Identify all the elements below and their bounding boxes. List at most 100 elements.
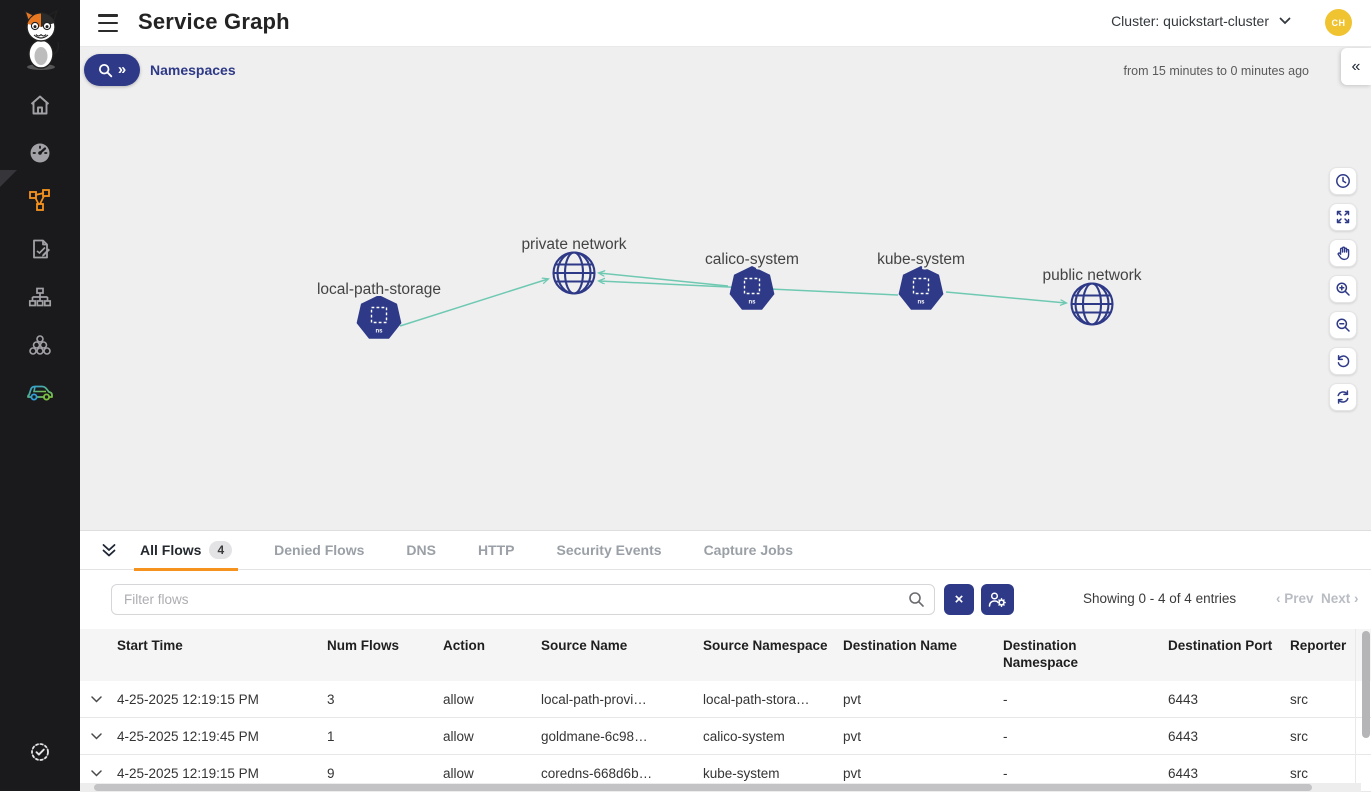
breadcrumb[interactable]: Namespaces (150, 62, 236, 78)
edge-calico-system-to-private-network[interactable] (599, 273, 729, 287)
graph-search-button[interactable]: » (84, 54, 140, 86)
chevron-double-down-icon (102, 543, 116, 556)
column-header-destination-port[interactable]: Destination Port (1168, 638, 1273, 653)
app-header: Service Graph Cluster: quickstart-cluste… (80, 0, 1371, 47)
cluster-nodes-icon (29, 335, 51, 355)
column-header-destination-name[interactable]: Destination Name (843, 638, 958, 653)
node-label: calico-system (705, 251, 799, 268)
calico-cat-logo (18, 9, 64, 72)
edge-kube-system-to-public-network[interactable] (945, 291, 1066, 303)
chevron-down-icon (91, 769, 102, 777)
chevron-down-icon (91, 695, 102, 703)
column-header-start-time[interactable]: Start Time (117, 638, 183, 653)
menu-hamburger-button[interactable] (96, 13, 120, 33)
certificate-check-icon (31, 743, 49, 761)
sidebar-item-home[interactable] (0, 81, 80, 129)
graph-toolbar: » Namespaces from 15 minutes to 0 minute… (80, 47, 1371, 94)
time-range-label: from 15 minutes to 0 minutes ago (1123, 64, 1309, 78)
chevron-down-icon (91, 732, 102, 740)
zoom-in-icon (1336, 282, 1350, 296)
refresh-button[interactable] (1329, 383, 1357, 411)
active-nav-notch (0, 170, 17, 187)
pan-hand-icon (1337, 246, 1350, 261)
tab-capture-jobs[interactable]: Capture Jobs (703, 542, 794, 558)
node-calico-system[interactable]: ns (729, 266, 775, 310)
home-icon (30, 95, 50, 115)
expand-search-icon: » (117, 60, 127, 78)
tab-all-flows[interactable]: All Flows 4 (134, 531, 239, 571)
sidebar-item-service-graph[interactable] (0, 177, 80, 225)
flows-panel: All Flows 4 Denied Flows DNS HTTP Securi… (80, 530, 1371, 792)
filter-flows-input[interactable] (111, 584, 935, 615)
svg-text:ns: ns (748, 300, 756, 306)
expand-row-button[interactable] (80, 769, 110, 777)
node-label: local-path-storage (317, 281, 441, 298)
sidebar (0, 0, 80, 791)
pagination-summary: Showing 0 - 4 of 4 entries (1083, 591, 1237, 606)
search-icon (98, 63, 113, 77)
graph-edges (399, 273, 1066, 327)
node-label: kube-system (877, 251, 965, 268)
history-time-button[interactable] (1329, 167, 1357, 195)
tab-dns[interactable]: DNS (406, 542, 436, 558)
page-title: Service Graph (138, 9, 290, 34)
sidebar-item-certification[interactable] (0, 728, 80, 776)
column-header-reporter[interactable]: Reporter (1290, 638, 1347, 653)
table-row[interactable]: 4-25-2025 12:19:15 PM 3 allow local-path… (80, 681, 1371, 718)
sidebar-item-network[interactable] (0, 273, 80, 321)
expand-row-button[interactable] (80, 732, 110, 740)
undo-layout-button[interactable] (1329, 347, 1357, 375)
horizontal-scrollbar[interactable] (94, 784, 1312, 791)
prev-page-button[interactable]: ‹ Prev (1276, 591, 1314, 606)
right-panel-toggle[interactable]: « (1341, 48, 1371, 85)
tab-denied-flows[interactable]: Denied Flows (274, 542, 365, 558)
column-header-source-name[interactable]: Source Name (541, 638, 628, 653)
zoom-in-button[interactable] (1329, 275, 1357, 303)
column-settings-button[interactable] (981, 584, 1014, 615)
network-tree-icon (28, 287, 52, 307)
sidebar-item-clusters[interactable] (0, 321, 80, 369)
sidebar-item-image-assurance[interactable] (0, 368, 80, 416)
column-header-action[interactable]: Action (443, 638, 485, 653)
node-private-network[interactable] (552, 251, 596, 295)
history-clock-icon (1336, 174, 1350, 188)
collapse-panel-button[interactable] (96, 537, 122, 563)
column-header-num-flows[interactable]: Num Flows (327, 638, 400, 653)
table-row[interactable]: 4-25-2025 12:19:45 PM 1 allow goldmane-6… (80, 718, 1371, 755)
clear-filter-button[interactable]: × (944, 584, 974, 615)
chevron-down-icon (1279, 17, 1291, 25)
node-local-path-storage[interactable]: ns (356, 295, 402, 339)
flows-tabbar: All Flows 4 Denied Flows DNS HTTP Securi… (80, 531, 1371, 571)
image-assurance-car-icon (27, 385, 53, 401)
sidebar-item-dashboard[interactable] (0, 129, 80, 177)
service-graph-icon (29, 189, 50, 211)
node-kube-system[interactable]: ns (898, 266, 944, 310)
avatar[interactable]: CH (1325, 9, 1352, 36)
fit-screen-button[interactable] (1329, 203, 1357, 231)
column-header-destination-namespace[interactable]: Destination Namespace (1003, 638, 1079, 670)
pan-button[interactable] (1329, 239, 1357, 267)
tab-security-events[interactable]: Security Events (556, 542, 662, 558)
flows-table-header: Start Time Num Flows Action Source Name … (80, 629, 1371, 681)
node-label: public network (1042, 267, 1141, 284)
chevron-double-left-icon: « (1351, 57, 1361, 75)
refresh-icon (1337, 390, 1349, 404)
fit-screen-icon (1336, 210, 1350, 224)
next-page-button[interactable]: Next › (1321, 591, 1359, 606)
all-flows-count-badge: 4 (209, 541, 233, 559)
policies-icon (33, 239, 50, 259)
cluster-selector[interactable]: Cluster: quickstart-cluster (1111, 13, 1291, 29)
zoom-out-icon (1336, 318, 1350, 332)
cluster-label: Cluster: quickstart-cluster (1111, 13, 1269, 29)
vertical-scrollbar[interactable] (1362, 631, 1370, 738)
edge-local-path-storage-to-private-network[interactable] (399, 279, 548, 327)
expand-row-button[interactable] (80, 695, 110, 703)
node-public-network[interactable] (1070, 282, 1114, 326)
service-graph-canvas[interactable]: ns ns ns local-path-storage private netw… (80, 94, 1371, 530)
sidebar-item-policies[interactable] (0, 225, 80, 273)
tab-http[interactable]: HTTP (477, 542, 515, 558)
column-header-source-namespace[interactable]: Source Namespace (703, 638, 828, 653)
svg-text:ns: ns (917, 300, 925, 306)
dashboard-gauge-icon (30, 143, 50, 163)
zoom-out-button[interactable] (1329, 311, 1357, 339)
